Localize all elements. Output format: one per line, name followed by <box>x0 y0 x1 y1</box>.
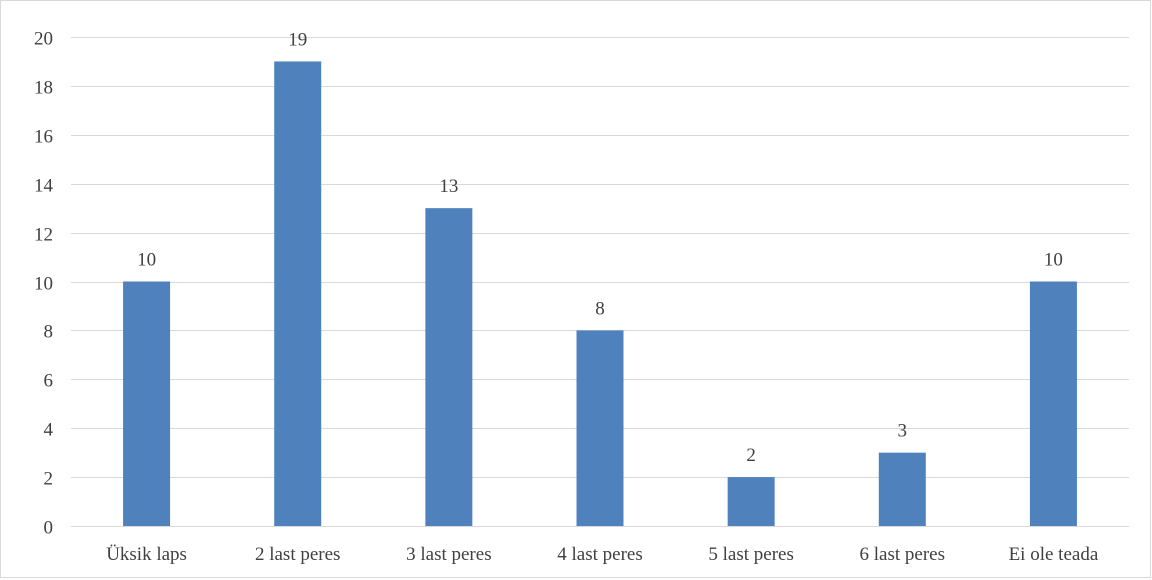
x-tick-label-6: 6 last peres <box>860 544 945 565</box>
x-axis-labels: Üksik laps 2 last peres 3 last peres 4 last… <box>106 544 1099 565</box>
y-tick-label-10: 10 <box>34 274 53 295</box>
bar-3 <box>425 208 473 526</box>
y-axis-ticks: 0 2 4 6 8 10 12 14 16 18 20 <box>34 29 54 539</box>
data-label-3: 13 <box>439 176 458 197</box>
data-label-1: 10 <box>137 250 156 271</box>
y-tick-label-2: 2 <box>44 469 54 490</box>
data-label-2: 19 <box>288 29 307 50</box>
y-tick-label-6: 6 <box>44 371 54 392</box>
y-tick-label-18: 18 <box>34 78 53 99</box>
x-tick-label-7: Ei ole teada <box>1009 544 1099 565</box>
x-tick-label-5: 5 last peres <box>708 544 793 565</box>
bar-7 <box>1029 281 1077 526</box>
data-label-4: 8 <box>595 298 605 319</box>
x-tick-label-3: 3 last peres <box>406 544 491 565</box>
x-tick-label-1: Üksik laps <box>106 544 187 565</box>
y-tick-label-4: 4 <box>44 420 54 441</box>
data-label-5: 2 <box>746 445 756 466</box>
data-labels: 10 19 13 8 2 3 10 <box>137 29 1063 466</box>
y-tick-label-20: 20 <box>34 29 53 50</box>
data-label-7: 10 <box>1044 250 1063 271</box>
x-tick-label-4: 4 last peres <box>557 544 642 565</box>
y-tick-label-12: 12 <box>34 225 53 246</box>
y-tick-label-8: 8 <box>44 322 54 343</box>
bar-5 <box>727 477 775 526</box>
bar-6 <box>878 452 926 526</box>
y-tick-label-0: 0 <box>44 518 54 539</box>
x-tick-label-2: 2 last peres <box>255 544 340 565</box>
bar-2 <box>274 61 322 526</box>
y-tick-label-16: 16 <box>34 127 53 148</box>
bar-1 <box>123 281 171 526</box>
data-label-6: 3 <box>898 421 908 442</box>
bar-4 <box>576 330 624 526</box>
bars <box>123 61 1077 526</box>
y-tick-label-14: 14 <box>34 176 54 197</box>
